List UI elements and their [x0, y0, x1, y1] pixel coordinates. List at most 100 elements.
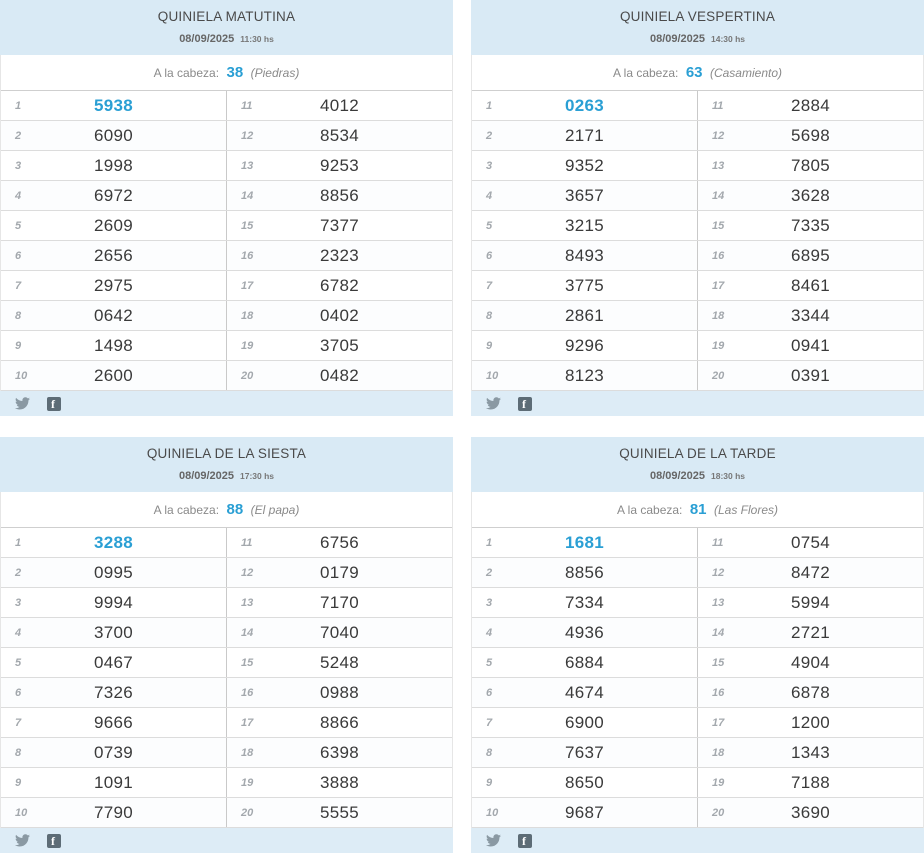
- draw-number: 6782: [319, 275, 360, 295]
- result-cell: 8 7637: [472, 738, 698, 767]
- card-footer: f: [0, 391, 453, 416]
- draw-number: 8650: [564, 772, 605, 792]
- draw-number: 0941: [790, 335, 831, 355]
- result-cell: 6 8493: [472, 241, 698, 270]
- position-label: 17: [712, 279, 725, 292]
- result-cell: 17 8461: [698, 271, 923, 300]
- draw-date: 08/09/2025: [649, 470, 706, 482]
- position-label: 9: [15, 776, 22, 789]
- position-label: 6: [15, 686, 22, 699]
- position-label: 19: [712, 339, 725, 352]
- draw-number: 5248: [319, 652, 360, 672]
- result-cell: 1 1681: [472, 528, 698, 557]
- result-cell: 3 9352: [472, 151, 698, 180]
- position-label: 14: [712, 626, 725, 639]
- position-label: 20: [712, 806, 725, 819]
- result-cell: 19 7188: [698, 768, 923, 797]
- draw-number: 8472: [790, 562, 831, 582]
- position-label: 2: [15, 129, 22, 142]
- result-cell: 1 5938: [1, 91, 227, 120]
- table-row: 10 7790 20 5555: [1, 798, 452, 828]
- result-cell: 19 3705: [227, 331, 452, 360]
- draw-number: 6972: [93, 185, 134, 205]
- table-row: 7 9666 17 8866: [1, 708, 452, 738]
- position-label: 3: [15, 596, 22, 609]
- draw-number: 3628: [790, 185, 831, 205]
- draw-number: 7805: [790, 155, 831, 175]
- facebook-icon[interactable]: f: [518, 833, 532, 848]
- result-cell: 11 0754: [698, 528, 923, 557]
- draw-number: 6398: [319, 742, 360, 762]
- draw-number: 2600: [93, 365, 134, 385]
- result-cell: 18 0402: [227, 301, 452, 330]
- position-label: 18: [712, 309, 725, 322]
- result-cell: 16 0988: [227, 678, 452, 707]
- draw-title: QUINIELA DE LA TARDE: [619, 446, 776, 461]
- table-row: 3 9994 13 7170: [1, 588, 452, 618]
- draw-number: 2656: [93, 245, 134, 265]
- draw-number: 7040: [319, 622, 360, 642]
- twitter-icon[interactable]: [486, 834, 501, 847]
- head-number-name: (El papa): [250, 503, 300, 517]
- draw-number: 7170: [319, 592, 360, 612]
- table-row: 3 1998 13 9253: [1, 151, 452, 181]
- facebook-icon[interactable]: f: [47, 396, 61, 411]
- draw-time: 11:30 hs: [240, 34, 274, 44]
- result-cell: 11 4012: [227, 91, 452, 120]
- position-label: 11: [712, 99, 724, 112]
- draw-number: 0402: [319, 305, 360, 325]
- result-cell: 8 0739: [1, 738, 227, 767]
- result-cell: 9 1091: [1, 768, 227, 797]
- result-cell: 9 1498: [1, 331, 227, 360]
- table-row: 9 1091 19 3888: [1, 768, 452, 798]
- card-footer: f: [471, 391, 924, 416]
- draw-number: 6900: [564, 712, 605, 732]
- draw-number: 9994: [93, 592, 134, 612]
- card-body: A la cabeza: 81 (Las Flores) 1 1681 11 0754…: [471, 492, 924, 828]
- table-row: 1 1681 11 0754: [472, 528, 923, 558]
- result-cell: 5 0467: [1, 648, 227, 677]
- draw-number: 0754: [790, 532, 831, 552]
- result-cell: 6 7326: [1, 678, 227, 707]
- draw-number: 4674: [564, 682, 605, 702]
- draw-number: 1498: [93, 335, 134, 355]
- head-number-label: A la cabeza:: [617, 503, 683, 517]
- result-cell: 5 2609: [1, 211, 227, 240]
- table-row: 4 3657 14 3628: [472, 181, 923, 211]
- draw-date-line: 08/09/2025 14:30 hs: [471, 29, 924, 47]
- draw-number: 7790: [93, 802, 134, 822]
- draw-number: 0995: [93, 562, 134, 582]
- result-cell: 10 9687: [472, 798, 698, 827]
- position-label: 12: [712, 566, 725, 579]
- position-label: 15: [712, 656, 725, 669]
- position-label: 18: [241, 309, 254, 322]
- facebook-icon[interactable]: f: [518, 396, 532, 411]
- result-cell: 11 2884: [698, 91, 923, 120]
- draw-number: 6756: [319, 532, 360, 552]
- table-row: 7 6900 17 1200: [472, 708, 923, 738]
- position-label: 14: [241, 189, 254, 202]
- quiniela-card: QUINIELA DE LA TARDE 08/09/2025 18:30 hs …: [471, 437, 924, 853]
- facebook-icon[interactable]: f: [47, 833, 61, 848]
- position-label: 7: [15, 716, 22, 729]
- result-cell: 20 0391: [698, 361, 923, 390]
- position-label: 20: [241, 369, 254, 382]
- result-cell: 4 3657: [472, 181, 698, 210]
- table-row: 2 2171 12 5698: [472, 121, 923, 151]
- twitter-icon[interactable]: [15, 397, 30, 410]
- draw-number: 2861: [564, 305, 605, 325]
- result-cell: 16 6895: [698, 241, 923, 270]
- position-label: 4: [486, 626, 493, 639]
- result-cell: 13 7170: [227, 588, 452, 617]
- position-label: 1: [15, 536, 22, 549]
- twitter-icon[interactable]: [15, 834, 30, 847]
- draw-number: 0391: [790, 365, 831, 385]
- draw-number: 5555: [319, 802, 360, 822]
- head-number-value: 63: [685, 64, 703, 81]
- position-label: 8: [15, 746, 22, 759]
- twitter-icon[interactable]: [486, 397, 501, 410]
- result-cell: 13 5994: [698, 588, 923, 617]
- draw-number: 0482: [319, 365, 360, 385]
- draw-title: QUINIELA VESPERTINA: [619, 9, 776, 24]
- head-number-value: 88: [226, 501, 244, 518]
